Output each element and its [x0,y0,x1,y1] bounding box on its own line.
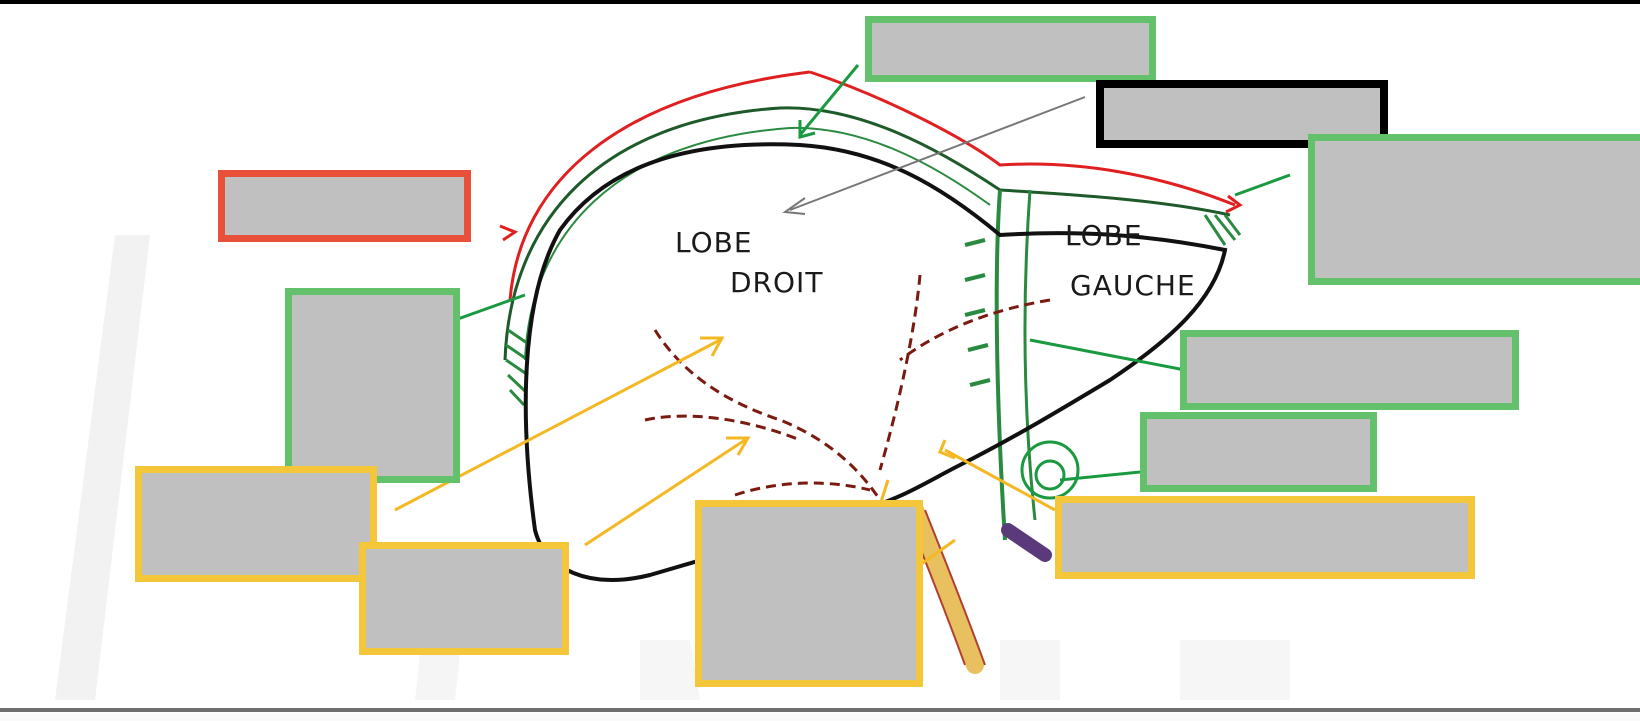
watermark-stroke [1000,640,1060,700]
red-arrow-head [499,224,519,242]
lobe-left-label-2: GAUCHE [1070,269,1196,302]
label-box-yellow-center[interactable] [695,500,923,687]
label-box-green-top[interactable] [865,16,1156,82]
duct-edge [924,509,986,666]
lobe-right-label: LOBE [675,226,753,259]
bottom-divider [0,708,1640,712]
ligament-hatching [964,238,991,387]
common-bile-duct [906,501,984,674]
watermark-stroke [55,235,150,700]
ligament-circle-inner [1034,459,1066,491]
capsule-outer [503,106,1231,361]
peritoneum-line [809,70,1236,207]
ligament-circle [1020,440,1080,500]
bottom-strip [0,714,1640,721]
falciform-ligament [994,189,1007,541]
peritoneum-line [508,70,811,301]
label-box-yellow-left-low[interactable] [359,542,569,655]
label-box-yellow-left[interactable] [135,466,377,582]
lobe-right-label-2: DROIT [730,266,823,299]
label-box-green-right-top[interactable] [1308,134,1640,285]
label-box-green-right-mid[interactable] [1180,330,1519,410]
lobe-left-label: LOBE [1065,219,1143,252]
label-box-yellow-right[interactable] [1055,496,1475,579]
top-border [0,0,1640,4]
red-arrow-head [1225,194,1243,214]
vein [1001,523,1052,562]
label-box-green-left[interactable] [285,288,460,483]
label-box-red[interactable] [218,170,471,242]
capsule-inner [524,126,991,361]
capsule-hatching [505,214,1242,407]
grey-arrow-head [782,197,806,215]
grey-arrow [789,96,1086,211]
label-box-green-right-low[interactable] [1140,412,1377,492]
watermark-stroke [640,640,700,700]
falciform-ligament [1023,189,1037,521]
watermark-stroke [1180,640,1290,700]
bile-ducts [644,274,1051,501]
